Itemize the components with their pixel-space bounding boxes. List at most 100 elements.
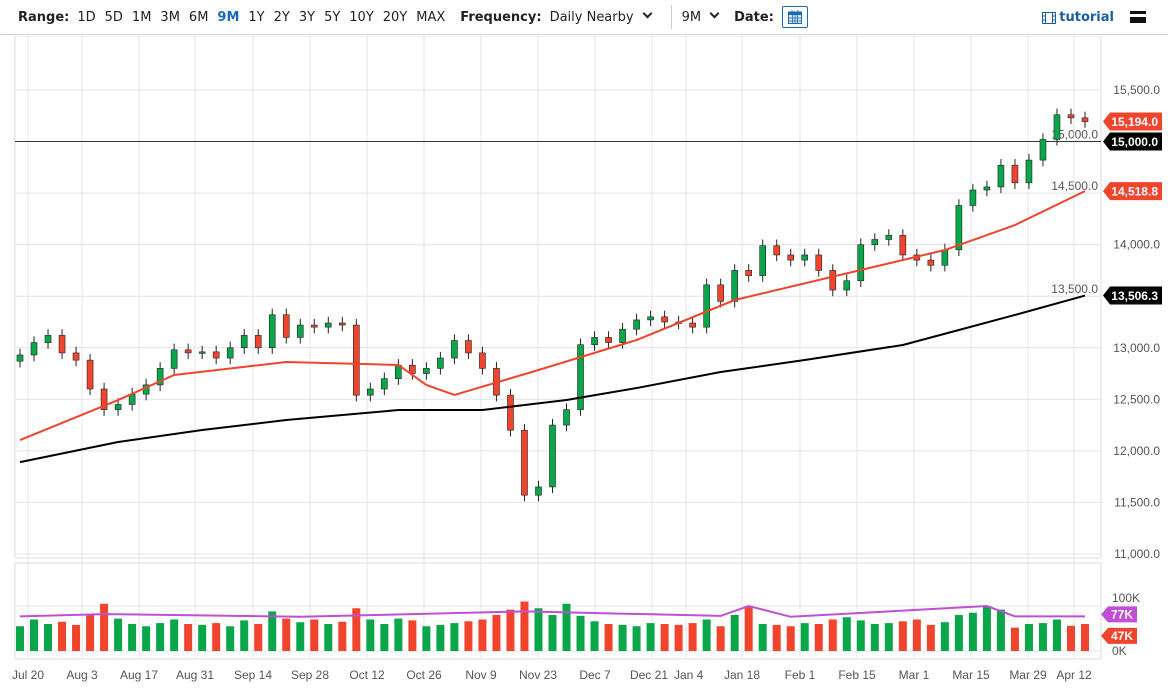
candle bbox=[605, 331, 612, 349]
volume-bar bbox=[744, 606, 753, 651]
candle bbox=[801, 248, 809, 267]
date-tick-label: Feb 1 bbox=[785, 668, 816, 682]
range-1m[interactable]: 1M bbox=[131, 9, 152, 25]
volume-bar bbox=[170, 619, 179, 651]
volume-bar bbox=[324, 624, 333, 651]
candle bbox=[72, 346, 80, 367]
range-1y[interactable]: 1Y bbox=[248, 9, 265, 25]
tutorial-link[interactable]: tutorial bbox=[1042, 10, 1114, 25]
hamburger-menu-icon[interactable] bbox=[1130, 11, 1146, 23]
candle-body bbox=[703, 284, 710, 328]
range-1d[interactable]: 1D bbox=[77, 9, 96, 25]
price-tick-label: 11,500.0 bbox=[1114, 495, 1160, 509]
candle bbox=[437, 351, 444, 375]
candle-body bbox=[843, 280, 851, 291]
volume-bar bbox=[380, 624, 389, 651]
candle-body bbox=[871, 239, 879, 245]
date-tick-label: Sep 28 bbox=[291, 668, 329, 682]
volume-bar bbox=[898, 621, 907, 651]
range-20y[interactable]: 20Y bbox=[382, 9, 408, 25]
candle-body bbox=[829, 270, 837, 291]
volume-bar bbox=[436, 624, 445, 651]
candle-body bbox=[184, 349, 192, 354]
candle bbox=[170, 343, 178, 375]
range-5y[interactable]: 5Y bbox=[324, 9, 341, 25]
candle bbox=[395, 359, 402, 385]
candle bbox=[955, 199, 963, 256]
range-3y[interactable]: 3Y bbox=[298, 9, 316, 25]
candle-body bbox=[465, 340, 472, 354]
range-2y[interactable]: 2Y bbox=[273, 9, 290, 25]
price-tick-label: 15,500.0 bbox=[1113, 83, 1160, 97]
volume-bar bbox=[100, 603, 109, 651]
last-price-tag: 15,194.0 bbox=[1103, 112, 1162, 131]
price-chart[interactable]: 11,000.0 11,500.0 12,000.0 12,500.0 13,000.0… bbox=[0, 36, 1168, 688]
candle-body bbox=[549, 424, 556, 488]
range-max[interactable]: MAX bbox=[416, 9, 446, 25]
date-tick-label: Nov 23 bbox=[519, 668, 557, 682]
period-dropdown[interactable]: 9M bbox=[682, 8, 729, 25]
candle bbox=[409, 359, 416, 380]
range-9m[interactable]: 9M bbox=[217, 9, 240, 25]
date-label: Date: bbox=[734, 9, 774, 25]
frequency-dropdown[interactable]: Daily Nearby bbox=[549, 8, 661, 25]
candle-body bbox=[955, 205, 963, 251]
volume-bar bbox=[688, 623, 697, 651]
date-tick-label: Oct 12 bbox=[349, 668, 385, 682]
candle-body bbox=[30, 342, 38, 356]
volume-bar bbox=[478, 619, 487, 651]
candle bbox=[1025, 153, 1033, 189]
volume-bar bbox=[674, 624, 683, 651]
candle bbox=[507, 388, 514, 437]
moving-average-short-line bbox=[19, 190, 1086, 441]
candle-body bbox=[969, 189, 977, 206]
frequency-value: Daily Nearby bbox=[549, 9, 634, 25]
candle-body bbox=[226, 347, 234, 359]
volume-bar bbox=[702, 619, 711, 651]
candle-body bbox=[1081, 117, 1089, 122]
tutorial-label: tutorial bbox=[1059, 10, 1114, 25]
volume-bar bbox=[408, 620, 417, 651]
candle-body bbox=[437, 357, 444, 369]
price-tick-label: 11,000.0 bbox=[1114, 547, 1160, 561]
price-tick-label: 15,000.0 bbox=[1051, 128, 1098, 142]
candle-body bbox=[310, 324, 318, 328]
volume-bar bbox=[870, 624, 879, 651]
volume-tag: 77K bbox=[1101, 606, 1137, 623]
candle-body bbox=[1011, 164, 1019, 184]
candle-body bbox=[367, 388, 374, 396]
volume-bar bbox=[940, 622, 949, 651]
candle-body bbox=[717, 284, 724, 302]
candle bbox=[577, 338, 584, 416]
volume-bar bbox=[338, 621, 347, 651]
date-tick-label: Nov 9 bbox=[465, 668, 497, 682]
candle-body bbox=[661, 316, 668, 323]
range-3m[interactable]: 3M bbox=[160, 9, 180, 25]
range-5d[interactable]: 5D bbox=[104, 9, 123, 25]
volume-bar bbox=[282, 618, 291, 651]
candle bbox=[773, 239, 781, 262]
candle-body bbox=[927, 259, 935, 266]
range-6m[interactable]: 6M bbox=[188, 9, 209, 25]
volume-bar bbox=[646, 623, 655, 651]
volume-pane bbox=[14, 562, 1102, 660]
candle bbox=[717, 278, 724, 308]
last-price-tag: 14,518.8 bbox=[1103, 182, 1162, 201]
volume-tag-shape bbox=[1101, 606, 1137, 623]
volume-bar bbox=[1010, 627, 1019, 651]
candle bbox=[871, 233, 879, 251]
date-tick-label: Dec 21 bbox=[630, 668, 668, 682]
volume-bar bbox=[758, 624, 767, 651]
moving-average-long-line bbox=[19, 294, 1086, 464]
range-10y[interactable]: 10Y bbox=[349, 9, 374, 25]
volume-bar bbox=[730, 615, 739, 651]
date-tick-label: Jul 20 bbox=[12, 668, 44, 682]
volume-bar bbox=[968, 612, 977, 651]
candle-body bbox=[521, 429, 528, 496]
candle-body bbox=[296, 324, 304, 338]
candle-body bbox=[1039, 139, 1047, 161]
volume-bar bbox=[254, 624, 263, 651]
volume-bar bbox=[268, 611, 277, 651]
candle bbox=[843, 274, 851, 297]
calendar-button[interactable] bbox=[781, 6, 808, 28]
